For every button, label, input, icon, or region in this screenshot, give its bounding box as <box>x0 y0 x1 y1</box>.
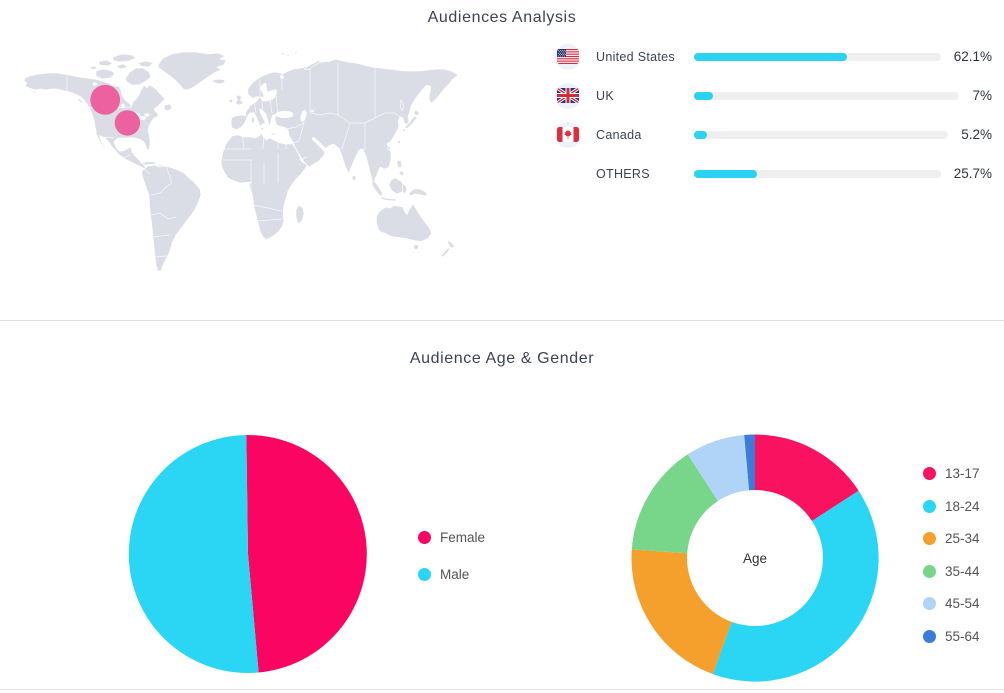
svg-text:Age: Age <box>743 551 767 566</box>
